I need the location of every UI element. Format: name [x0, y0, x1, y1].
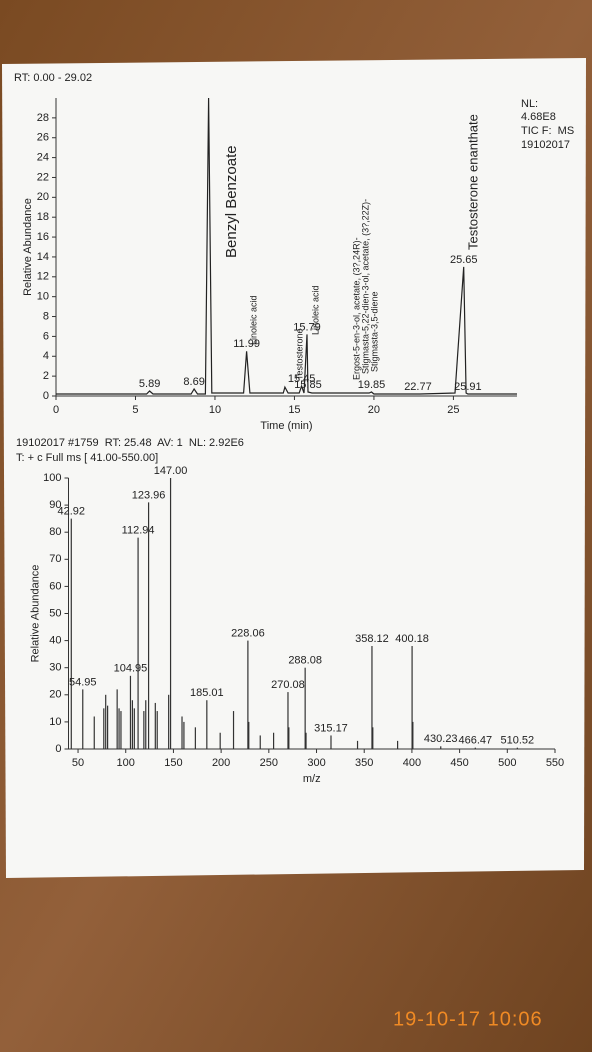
ms-header: T: + c Full ms [ 41.00-550.00] [16, 452, 158, 464]
x-tick-label: 10 [209, 404, 221, 416]
y-tick-label: 26 [37, 132, 49, 144]
x-tick-label: 250 [260, 757, 278, 769]
peak-label: 112.94 [122, 525, 155, 537]
x-tick-label: 400 [403, 757, 421, 769]
y-tick-label: 6 [43, 330, 49, 342]
peak-label: 25.65 [450, 254, 478, 266]
y-tick-label: 18 [37, 211, 49, 223]
x-tick-label: 200 [212, 757, 230, 769]
y-tick-label: 2 [43, 370, 49, 382]
y-tick-label: 10 [49, 716, 61, 728]
x-tick-label: 25 [447, 404, 459, 416]
y-tick-label: 10 [37, 291, 49, 303]
x-tick-label: 15 [288, 404, 300, 416]
peak-annotation: Testosterone [294, 328, 304, 380]
peak-label: 5.89 [139, 378, 160, 390]
y-tick-label: 90 [49, 499, 61, 511]
x-tick-label: 150 [164, 757, 182, 769]
x-tick-label: 450 [450, 757, 468, 769]
peak-annotation: Stigmasta-3,5-diene [369, 291, 379, 372]
peak-label: 19.85 [358, 379, 386, 391]
peak-label: 8.69 [183, 376, 204, 388]
peak-label: 358.12 [355, 633, 389, 645]
y-axis-label: Relative Abundance [29, 565, 41, 663]
peak-label: 510.52 [501, 735, 535, 747]
peak-label: 54.95 [69, 676, 97, 688]
peak-annotation: Linoleic acid [248, 295, 258, 345]
peak-label: 270.08 [271, 679, 305, 691]
peak-annotation: Linoleic acid [310, 285, 320, 335]
x-axis-label: Time (min) [260, 420, 312, 432]
peak-label: 315.17 [314, 722, 348, 734]
y-tick-label: 20 [49, 689, 61, 701]
y-tick-label: 70 [49, 553, 61, 565]
x-tick-label: 350 [355, 757, 373, 769]
x-tick-label: 500 [498, 757, 516, 769]
peak-annotation: Testosterone enanthate [465, 114, 480, 250]
paper [2, 58, 586, 878]
x-tick-label: 50 [72, 757, 84, 769]
y-tick-label: 14 [37, 251, 49, 263]
peak-label: 11.99 [233, 338, 260, 350]
y-tick-label: 22 [37, 171, 49, 183]
peak-label: 400.18 [395, 633, 429, 645]
y-tick-label: 80 [49, 526, 61, 538]
y-tick-label: 16 [37, 231, 49, 243]
peak-annotation: Ergost-5-en-3-ol, acetate, (3?,24R)- [351, 237, 361, 380]
peak-annotation: Stigmasta-5,22-dien-3-ol, acetate, (3?,2… [360, 199, 370, 374]
peak-label: 15.45 [288, 373, 316, 385]
chrom-note: NL: [521, 98, 538, 110]
y-tick-label: 24 [37, 152, 49, 164]
x-tick-label: 300 [307, 757, 325, 769]
y-tick-label: 28 [37, 112, 49, 124]
peak-label: 42.92 [58, 506, 86, 518]
peak-label: 15.85 [294, 379, 322, 391]
x-axis-label: m/z [303, 773, 321, 785]
x-tick-label: 550 [546, 757, 564, 769]
x-tick-label: 5 [132, 404, 138, 416]
y-tick-label: 12 [37, 271, 49, 283]
y-tick-label: 60 [49, 580, 61, 592]
peak-label: 288.08 [288, 655, 322, 667]
y-tick-label: 0 [43, 390, 49, 402]
y-tick-label: 30 [49, 662, 61, 674]
chromatogram-trace [56, 97, 517, 395]
peak-label: 147.00 [154, 465, 188, 477]
y-tick-label: 8 [43, 310, 49, 322]
ms-header: 19102017 #1759 RT: 25.48 AV: 1 NL: 2.92E… [16, 437, 244, 449]
x-tick-label: 20 [368, 404, 380, 416]
peak-label: 466.47 [458, 735, 492, 747]
peak-annotation: Benzyl Benzoate [223, 145, 240, 258]
chrom-header: RT: 0.00 - 29.02 [14, 72, 92, 84]
peak-label: 123.96 [132, 489, 166, 501]
x-tick-label: 0 [53, 404, 59, 416]
peak-label: 430.23 [424, 733, 458, 745]
y-tick-label: 100 [43, 472, 61, 484]
peak-label: 228.06 [231, 628, 265, 640]
peak-label: 22.77 [404, 381, 432, 393]
y-tick-label: 40 [49, 635, 61, 647]
y-tick-label: 50 [49, 607, 61, 619]
peak-label: 104.95 [114, 663, 148, 675]
chrom-note: 19102017 [521, 139, 570, 151]
peak-label: 185.01 [190, 687, 224, 699]
y-tick-label: 0 [55, 743, 61, 755]
peak-label: 15.79 [293, 321, 321, 333]
chrom-note: 4.68E8 [521, 111, 556, 123]
timestamp: 19-10-17 10:06 [393, 1008, 543, 1030]
y-axis-label: Relative Abundance [22, 198, 34, 296]
y-tick-label: 20 [37, 191, 49, 203]
chrom-note: TIC F: MS [521, 125, 574, 137]
peak-label: 25.91 [454, 381, 482, 393]
y-tick-label: 4 [43, 350, 49, 362]
x-tick-label: 100 [117, 757, 135, 769]
